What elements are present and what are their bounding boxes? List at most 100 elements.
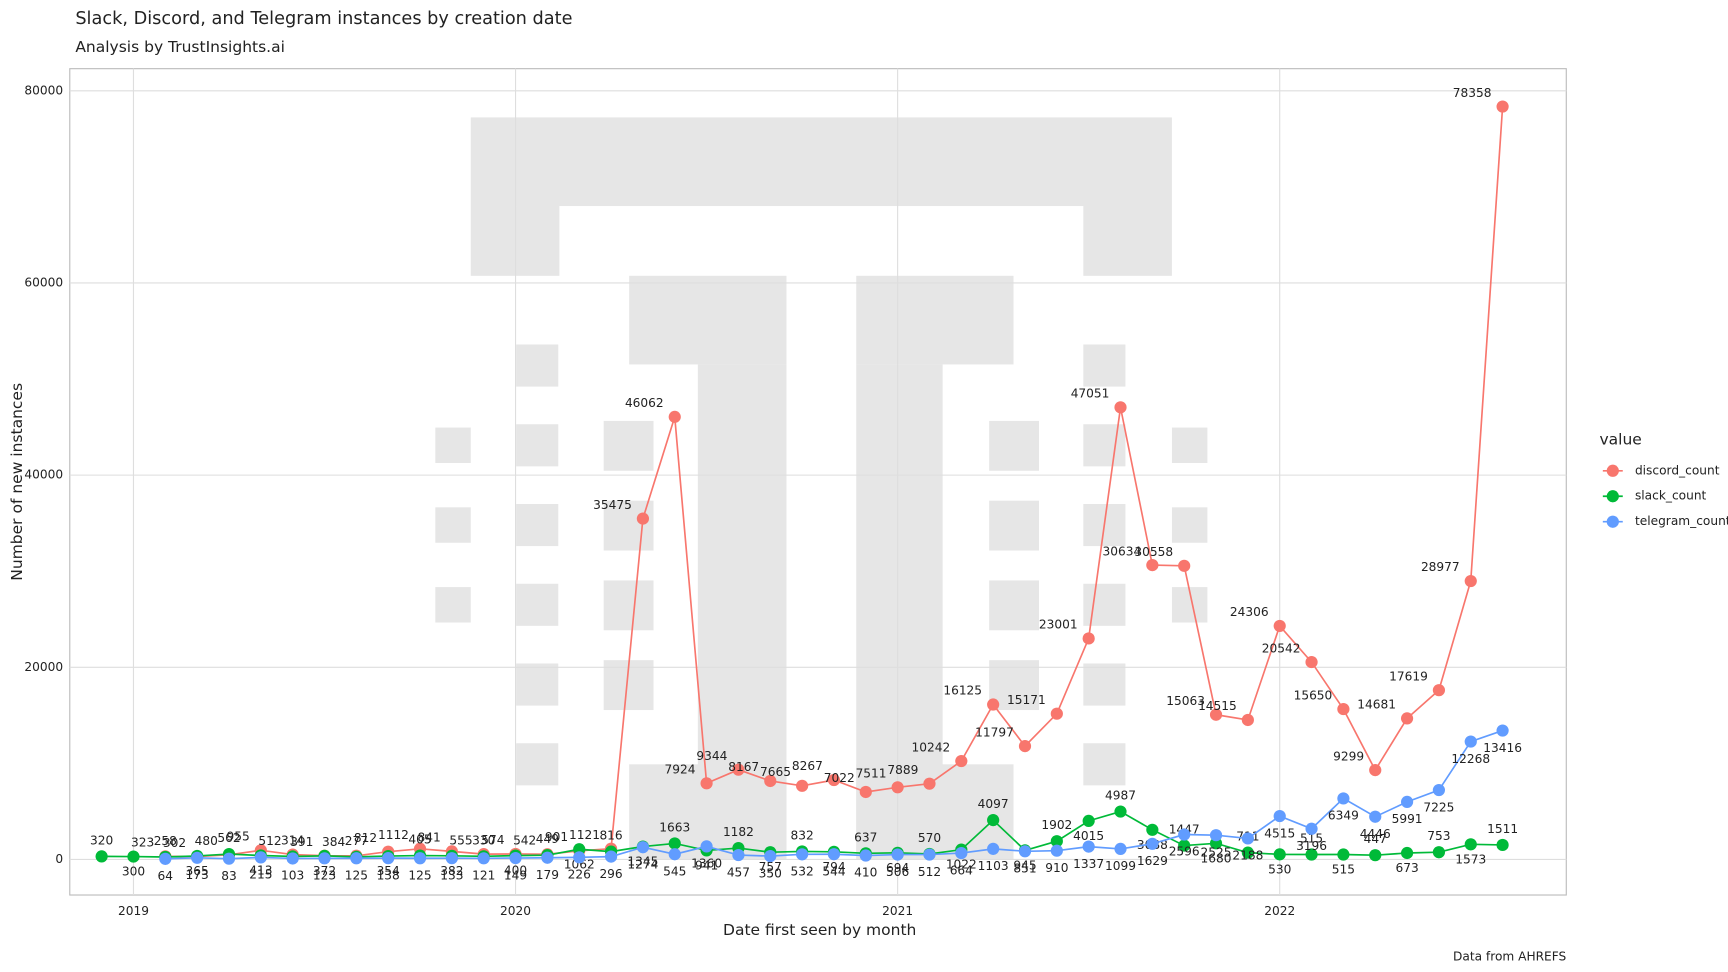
data-point [222,852,236,865]
data-label: 753 [1427,829,1450,843]
data-label: 1022 [946,858,977,872]
data-label: 1345 [627,855,658,869]
data-point [604,850,618,863]
data-point [1114,401,1127,414]
data-point [891,848,904,861]
data-label: 17619 [1389,669,1428,683]
data-point [636,512,650,525]
data-point [1018,845,1032,858]
data-point [1082,632,1095,645]
y-tick-label: 40000 [24,468,63,482]
data-point [764,850,777,863]
data-label: 330 [472,833,495,847]
data-label: 532 [790,865,813,879]
data-label: 941 [695,858,718,872]
data-point [1496,838,1509,852]
plot-panel [69,68,1567,896]
data-point [1337,792,1350,805]
data-label: 149 [504,868,527,882]
data-point [1432,783,1446,797]
data-label: 47051 [1071,387,1110,401]
data-label: 2596 [1169,845,1200,859]
legend-label: slack_count [1635,489,1707,503]
data-point [859,785,872,799]
data-label: 512 [258,834,281,848]
data-point [732,763,745,776]
data-point [1241,846,1254,859]
data-label: 350 [759,866,782,880]
legend-label: discord_count [1635,463,1720,477]
data-point [636,841,650,854]
data-label: 10242 [912,740,951,754]
data-label: 664 [950,863,973,877]
data-label: 673 [1395,861,1418,875]
data-label: 314 [281,833,304,847]
data-label: 365 [186,864,209,878]
data-point [1050,835,1063,848]
data-label: 794 [822,860,845,874]
data-point [1146,823,1159,836]
data-point [1432,684,1446,697]
data-point [1178,559,1191,572]
data-label: 515 [1332,863,1355,877]
data-label: 138 [377,868,400,882]
data-point [1400,795,1414,808]
data-point [1082,814,1095,827]
data-label: 7665 [760,765,791,779]
data-label: 323 [131,836,154,850]
data-label: 1573 [1455,852,1486,866]
data-label: 832 [790,828,813,842]
data-label: 391 [290,835,313,849]
data-label: 24306 [1230,605,1269,619]
data-point [987,842,1000,855]
data-label: 1511 [1487,822,1518,836]
data-label: 4987 [1105,789,1136,803]
data-point [732,848,745,862]
data-point [573,851,586,864]
data-label: 4015 [1073,829,1104,843]
data-point [764,774,777,788]
data-point [1400,712,1414,725]
data-label: 1629 [1137,854,1168,868]
data-label: 226 [568,868,591,882]
data-label: 13416 [1483,741,1522,755]
data-label: 570 [918,831,941,845]
chart-subtitle: Analysis by TrustInsights.ai [75,38,285,56]
data-label: 11797 [975,725,1014,739]
data-point [413,852,427,865]
data-label: 8167 [728,760,759,774]
data-point [1114,842,1127,855]
data-label: 46062 [625,396,664,410]
data-point [1273,848,1286,861]
data-label: 15650 [1294,688,1333,702]
data-point [923,777,936,790]
data-label: 400 [504,864,527,878]
data-label: 20542 [1262,641,1301,655]
data-point [1337,702,1350,716]
data-point [1369,810,1382,823]
data-label: 694 [886,861,909,875]
data-label: 354 [377,864,400,878]
data-label: 757 [759,860,782,874]
data-point [318,852,331,865]
data-label: 910 [1045,861,1068,875]
data-label: 7022 [824,771,855,785]
data-point [827,773,841,787]
watermark [435,117,1208,860]
data-point [1050,707,1063,720]
data-label: 14681 [1357,698,1396,712]
data-label: 1112 [378,828,409,842]
data-point [1146,559,1159,572]
data-label: 78358 [1453,86,1492,100]
data-point [1178,828,1191,841]
chart-title: Slack, Discord, and Telegram instances b… [75,9,572,29]
data-label: 320 [90,833,113,847]
data-label: 955 [227,829,250,843]
data-label: 300 [122,865,145,879]
data-point [891,781,904,794]
data-point [127,850,140,863]
data-point [796,848,809,861]
data-label: 562 [217,831,240,845]
